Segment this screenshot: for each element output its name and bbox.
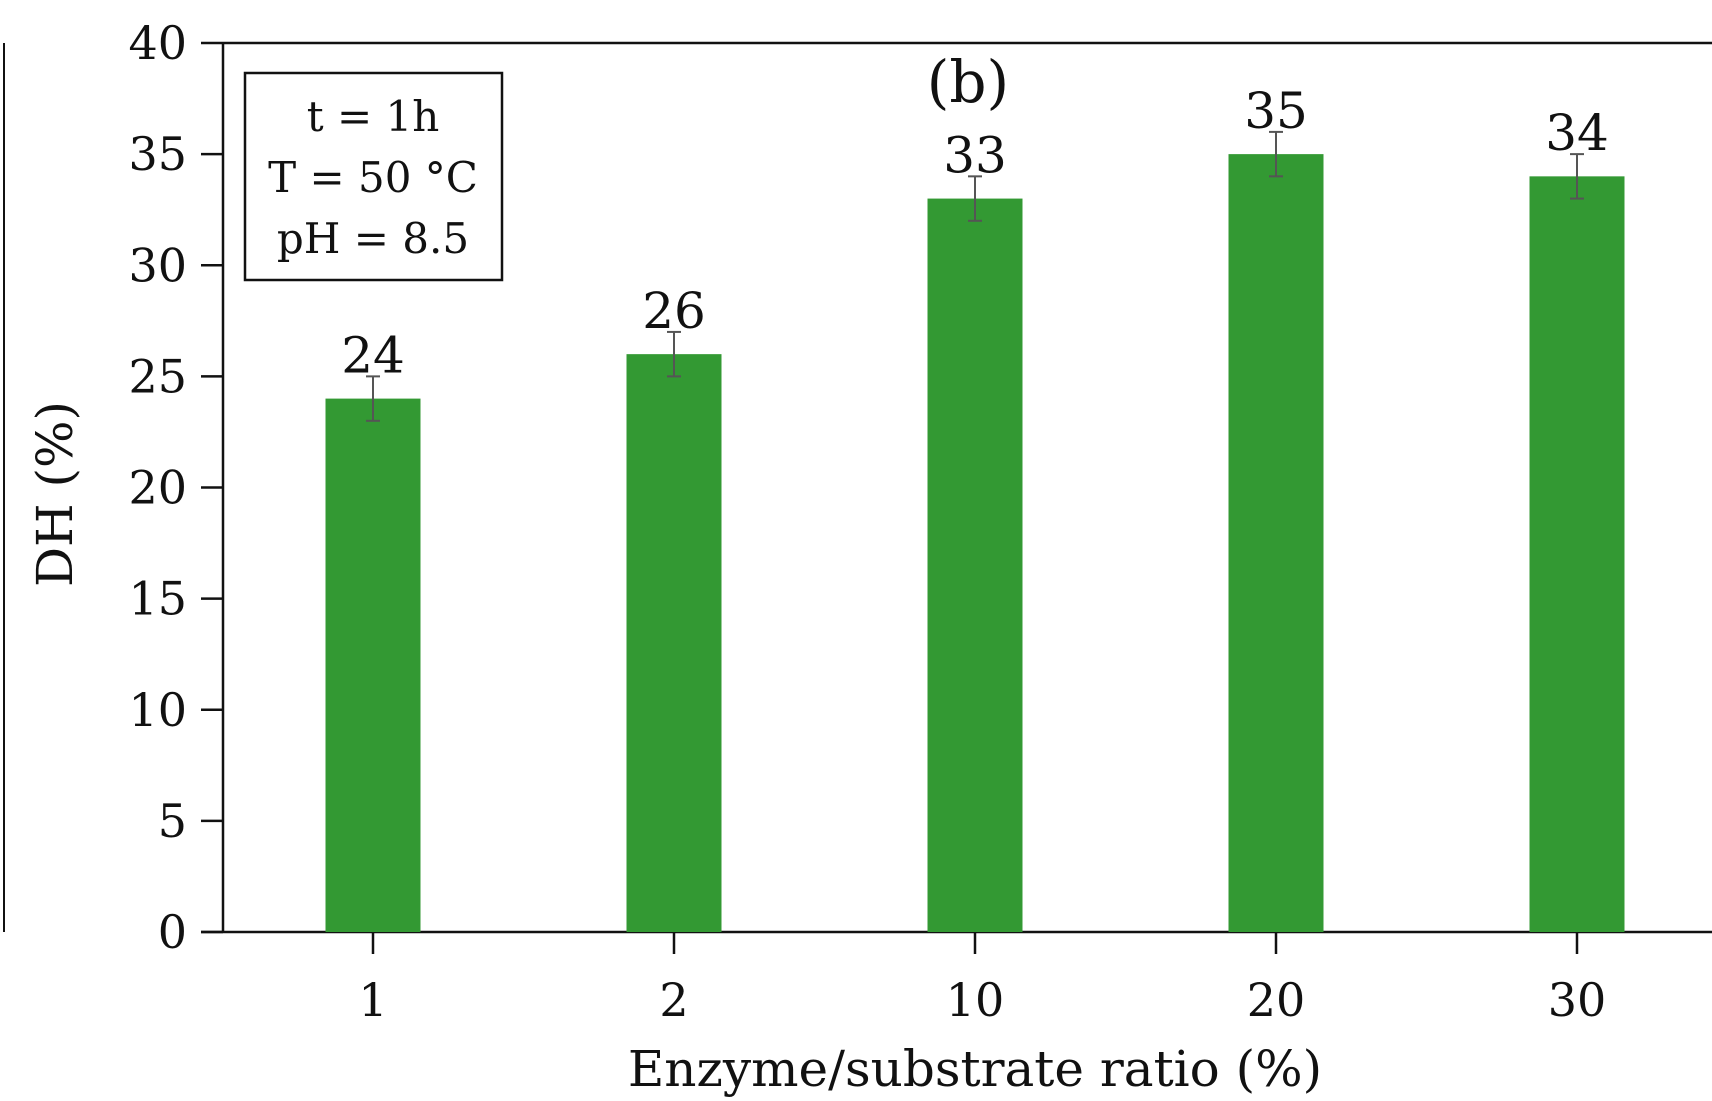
- condition-temperature: T = 50 °C: [268, 153, 478, 202]
- y-tick-label: 25: [128, 349, 187, 403]
- conditions-box-border: [243, 71, 504, 282]
- bar: [1529, 176, 1625, 933]
- x-tick-label: 20: [1247, 973, 1306, 1027]
- condition-time: t = 1h: [307, 92, 440, 141]
- y-tick-label: 20: [128, 461, 187, 515]
- x-tick-label: 10: [946, 973, 1005, 1027]
- data-label: 24: [341, 326, 405, 384]
- panel-label: (b): [927, 48, 1009, 116]
- x-tick-label: 1: [358, 973, 387, 1027]
- y-tick-label: 35: [128, 127, 187, 181]
- y-axis-ticks: 0 5 10 15 20 25 30 35 40: [128, 16, 223, 959]
- x-axis-label: Enzyme/substrate ratio (%): [628, 1040, 1322, 1097]
- bar: [1228, 154, 1324, 932]
- x-tick-label: 30: [1548, 973, 1607, 1027]
- y-tick-label: 5: [158, 794, 187, 848]
- y-axis-label: DH (%): [26, 401, 84, 587]
- x-axis-ticks: 1 2 10 20 30: [358, 932, 1606, 1027]
- y-tick-label: 0: [158, 905, 187, 959]
- condition-ph: pH = 8.5: [277, 214, 469, 263]
- x-tick-label: 2: [659, 973, 688, 1027]
- data-label: 34: [1545, 104, 1609, 162]
- error-bars: [366, 130, 1584, 422]
- data-label: 35: [1244, 82, 1308, 140]
- y-tick-label: 15: [128, 572, 187, 626]
- y-tick-label: 30: [128, 238, 187, 292]
- bar: [626, 354, 722, 932]
- y-tick-label: 40: [128, 16, 187, 70]
- bar-series: [325, 154, 1625, 933]
- bar: [927, 198, 1023, 932]
- data-label: 26: [642, 282, 706, 340]
- data-label: 33: [943, 126, 1007, 184]
- conditions-box: t = 1h T = 50 °C pH = 8.5: [243, 71, 504, 282]
- y-tick-label: 10: [128, 683, 187, 737]
- data-labels: 24 26 33 35 34: [341, 82, 1609, 384]
- bar: [325, 398, 421, 933]
